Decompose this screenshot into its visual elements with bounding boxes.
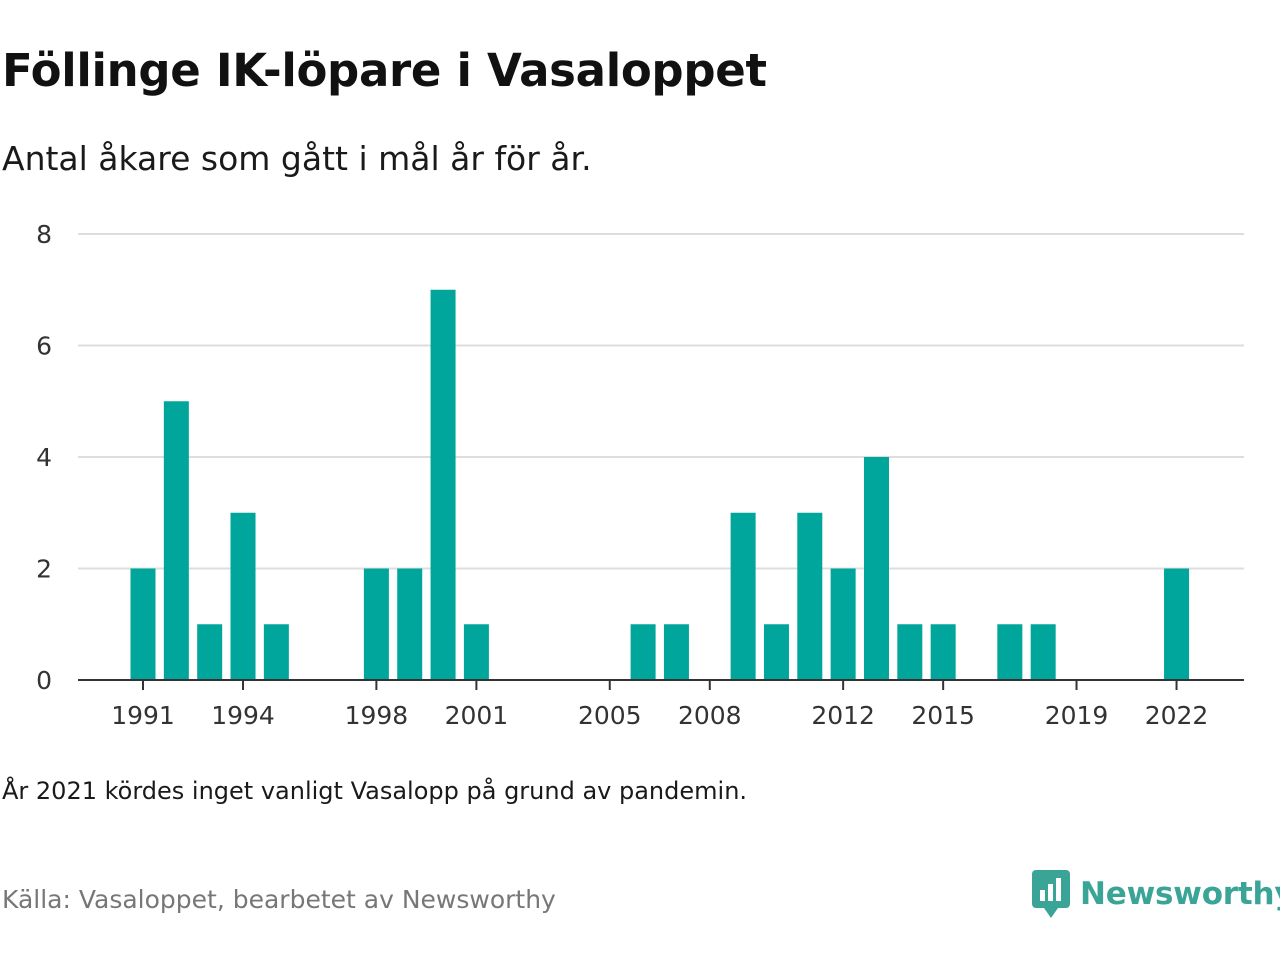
y-tick-label: 6 bbox=[36, 332, 52, 361]
bar bbox=[663, 624, 689, 680]
x-tick-label: 1991 bbox=[111, 701, 175, 730]
page-subtitle: Antal åkare som gått i mål år för år. bbox=[2, 139, 592, 178]
x-tick-label: 2012 bbox=[811, 701, 875, 730]
brand-logo[interactable]: Newsworthy bbox=[1032, 870, 1280, 918]
bar bbox=[363, 568, 389, 680]
bar bbox=[430, 289, 456, 680]
x-tick-label: 2008 bbox=[678, 701, 742, 730]
bar bbox=[1164, 568, 1190, 680]
page-title: Föllinge IK-löpare i Vasaloppet bbox=[2, 44, 767, 97]
bar bbox=[230, 512, 256, 680]
bar bbox=[263, 624, 289, 680]
bar bbox=[997, 624, 1023, 680]
y-tick-label: 2 bbox=[36, 555, 52, 584]
y-tick-label: 4 bbox=[36, 443, 52, 472]
y-tick-label: 8 bbox=[36, 220, 52, 249]
x-tick-label: 2019 bbox=[1045, 701, 1109, 730]
bars bbox=[130, 289, 1190, 680]
y-tick-labels: 0 2 4 6 8 bbox=[36, 220, 52, 695]
x-tick-label: 2015 bbox=[911, 701, 975, 730]
x-tick-labels: 1991 1994 1998 2001 2005 2008 2012 2015 2019 2022 bbox=[111, 701, 1208, 730]
bar bbox=[463, 624, 489, 680]
x-axis bbox=[78, 679, 1244, 690]
bar bbox=[197, 624, 223, 680]
bar bbox=[830, 568, 856, 680]
bar bbox=[397, 568, 423, 680]
x-tick-label: 2001 bbox=[445, 701, 509, 730]
newsworthy-logo-icon bbox=[1032, 870, 1070, 918]
bar bbox=[730, 512, 756, 680]
x-tick-label: 1998 bbox=[345, 701, 409, 730]
bar bbox=[797, 512, 823, 680]
y-tick-label: 0 bbox=[36, 666, 52, 695]
grid-lines bbox=[78, 233, 1244, 570]
bar bbox=[930, 624, 956, 680]
x-tick-label: 2005 bbox=[578, 701, 642, 730]
bar bbox=[863, 457, 889, 680]
bar bbox=[630, 624, 656, 680]
bar bbox=[763, 624, 789, 680]
x-tick-label: 1994 bbox=[211, 701, 275, 730]
footnote: År 2021 kördes inget vanligt Vasalopp på… bbox=[2, 777, 748, 805]
bar bbox=[897, 624, 923, 680]
bar bbox=[1030, 624, 1056, 680]
x-tick-label: 2022 bbox=[1145, 701, 1209, 730]
bar bbox=[163, 401, 189, 680]
bar-chart: 0 2 4 6 8 1991 1994 1998 2001 2005 2008 2012 2015 20… bbox=[36, 220, 1244, 730]
bar bbox=[130, 568, 156, 680]
source-credit: Källa: Vasaloppet, bearbetet av Newswort… bbox=[2, 885, 556, 914]
brand-name: Newsworthy bbox=[1080, 876, 1280, 912]
